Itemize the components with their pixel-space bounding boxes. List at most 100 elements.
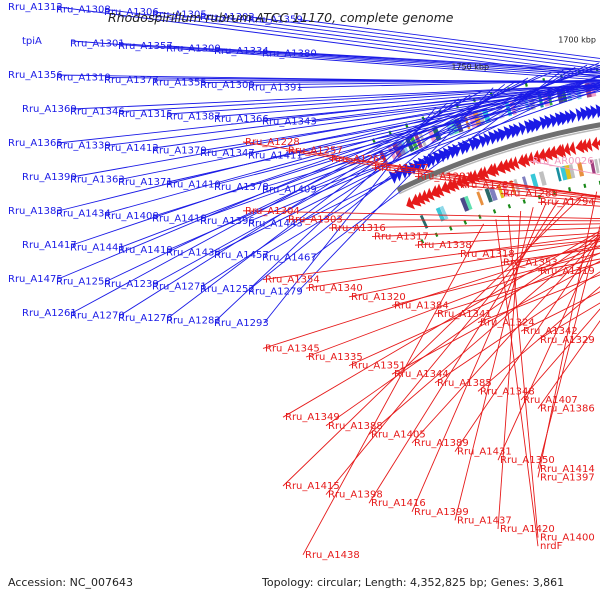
forward-gene-label: Rru_A1239 [104,279,159,290]
label-connector [262,240,600,349]
forward-gene-arrow [569,109,577,124]
label-connector [105,9,600,74]
forward-gene-arrow [497,128,508,142]
forward-gene-label: Rru_A1391 [248,83,303,94]
accession-text: Accession: NC_007643 [8,576,133,589]
forward-gene-label: Rru_A1271 [152,282,207,293]
reverse-gene-arrow [501,158,511,173]
reverse-gene-arrow [532,149,542,164]
forward-gene-label: Rru_A1366 [214,114,269,125]
forward-gene-label: Rru_A1355 [152,78,207,89]
reverse-gene-arrow [410,193,422,207]
reverse-function-block [464,195,473,211]
label-connector [477,274,600,324]
track-tick [434,232,439,238]
reverse-gene-arrow [596,139,600,146]
track-tick [522,199,526,204]
label-connector [520,308,600,401]
forward-gene-label: Rru_A1312 [8,2,63,13]
label-connector [153,11,600,70]
backbone-arc [396,122,600,193]
forward-gene-label: Rru_A1300 [166,44,221,55]
label-connector [411,235,600,444]
reverse-gene-label: Rru_A1316 [331,223,386,234]
reverse-function-block [484,188,493,203]
forward-gene-label: Rru_A1309 [200,80,255,91]
reverse-gene-label: Rru_A1431 [457,447,512,458]
forward-gene-label: Rru_A1434 [56,209,111,220]
label-connector [520,291,600,332]
forward-gene-label: Rru_A1357 [118,41,173,52]
forward-gene-label: Rru_A1363 [70,175,125,186]
reverse-gene-label: Rru_A1388 [328,421,383,432]
forward-gene-label: Rru_A1346 [70,107,125,118]
label-connector [167,84,600,115]
forward-gene-arrow [575,108,584,122]
track-tick [478,214,482,219]
forward-gene-arrow [554,112,566,127]
forward-gene-arrow [513,123,522,137]
label-connector [57,6,600,78]
forward-gene-label: Rru_A1369 [22,104,77,115]
forward-gene-label: Rru_A1443 [248,219,303,230]
reverse-gene-label: Rru_A1329 [540,335,595,346]
label-connector [500,193,600,203]
forward-gene-label: Rru_A1356 [8,70,63,81]
label-connector [201,80,517,287]
label-connector [242,141,600,198]
label-connector [325,196,572,495]
reverse-gene-label: Rru_A1420 [500,524,555,535]
reverse-function-block [496,184,505,199]
label-connector [215,85,600,185]
rna-gene-label: Rru_AR0026 [532,156,594,167]
label-connector [167,45,600,76]
forward-gene-arrow [590,105,599,119]
reverse-gene-label: Rru_A1324 [480,318,535,329]
genome-summary-text: Topology: circular; Length: 4,352,825 bp… [261,576,564,589]
label-connector [348,245,600,298]
label-connector [325,232,600,427]
reverse-gene-arrow [517,154,527,168]
forward-gene-arrow [483,132,492,147]
label-connector [537,224,600,469]
forward-gene-label: Rru_A1409 [262,185,317,196]
reverse-gene-label: Rru_A1269 [331,154,386,165]
forward-gene-label: Rru_A1347 [200,148,255,159]
label-connector [477,286,600,392]
forward-gene-label: Rru_A1334 [214,46,269,57]
reverse-gene-label: Rru_A1288 [503,189,558,200]
reverse-gene-label: Rru_A1437 [457,515,512,526]
label-connector [215,48,600,74]
label-connector [457,239,600,255]
forward-gene-label: Rru_A1301 [70,39,125,50]
forward-gene-label: Rru_A1378 [214,182,269,193]
reverse-gene-label: Rru_A1398 [328,490,383,501]
forward-gene-arrow [559,111,570,126]
label-connector [297,19,600,59]
reverse-gene-arrow [521,152,531,167]
track-tick [583,183,587,189]
reverse-gene-label: Rru_A1294 [540,197,595,208]
label-connector [71,66,600,246]
forward-gene-label: Rru_A1379 [152,146,207,157]
reverse-gene-label: Rru_A1414 [540,464,595,475]
forward-gene-label: Rru_A1396 [200,216,255,227]
label-connector [414,232,600,246]
label-connector [371,227,600,238]
kbp-marker: 1700 kbp [558,36,596,45]
label-connector [454,236,600,452]
reverse-function-block [530,173,539,189]
reverse-gene-arrow [440,180,451,194]
label-connector [285,218,600,222]
forward-gene-label: Rru_A1408 [104,211,159,222]
label-connector [328,158,600,197]
label-connector [411,203,547,512]
label-connector [119,94,471,316]
label-connector [71,40,600,81]
reverse-gene-label: Rru_A1385 [437,378,492,389]
label-connector [57,83,600,144]
forward-gene-label: Rru_A1457 [214,250,269,261]
label-connector [215,102,448,321]
reverse-gene-arrow [568,141,577,155]
